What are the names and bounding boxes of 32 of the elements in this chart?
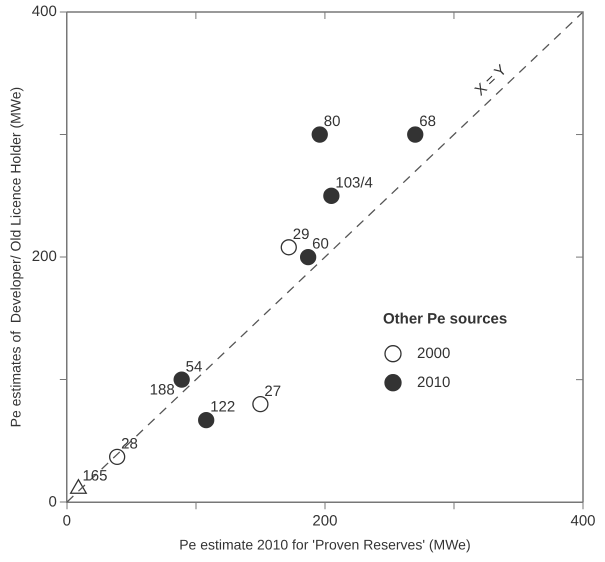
y-tick-label: 0 (48, 493, 57, 510)
annotation: 165 (82, 467, 108, 484)
x-tick-label: 400 (570, 512, 596, 530)
x-axis-title: Pe estimate 2010 for 'Proven Reserves' (MWe) (179, 536, 471, 552)
point (109, 448, 126, 466)
y-axis-title: Pe estimates of Developer/ Old Licence Holder (MWe) (7, 86, 24, 428)
point (198, 412, 214, 428)
y-tick-label: 400 (32, 3, 57, 20)
point (312, 126, 328, 143)
legend-title: Other Pe sources (383, 310, 508, 328)
point (323, 188, 340, 204)
annotation: 68 (419, 113, 436, 130)
x-tick-label: 200 (312, 512, 338, 530)
legend-label: 2000 (417, 344, 450, 362)
annotation: 122 (210, 398, 236, 416)
point (407, 126, 424, 143)
annotation: 188 (150, 381, 175, 398)
point (174, 372, 190, 388)
point (300, 248, 316, 266)
annotation: X = Y (472, 62, 510, 100)
annotation: 29 (292, 226, 310, 243)
annotation: 80 (324, 113, 340, 130)
annotation: 27 (264, 382, 282, 400)
annotation: 28 (121, 435, 138, 452)
annotation: 54 (186, 358, 202, 376)
legend-label: 2010 (417, 374, 450, 391)
x-tick-label: 0 (62, 512, 71, 530)
point (252, 396, 269, 412)
y-tick-label: 200 (32, 248, 57, 266)
annotation: 103/4 (335, 174, 373, 192)
annotation: 60 (312, 236, 329, 253)
point (280, 239, 297, 256)
